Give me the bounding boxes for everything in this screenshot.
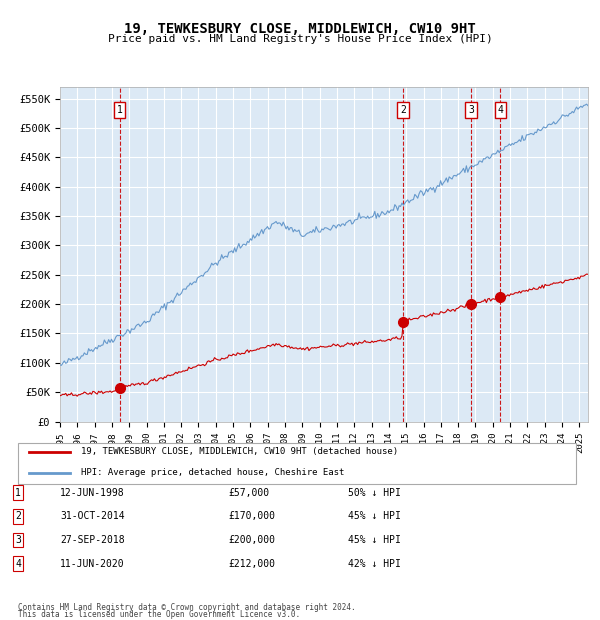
Text: £200,000: £200,000 bbox=[228, 535, 275, 545]
Text: 19, TEWKESBURY CLOSE, MIDDLEWICH, CW10 9HT: 19, TEWKESBURY CLOSE, MIDDLEWICH, CW10 9… bbox=[124, 22, 476, 36]
Text: 27-SEP-2018: 27-SEP-2018 bbox=[60, 535, 125, 545]
Text: £57,000: £57,000 bbox=[228, 488, 269, 498]
FancyBboxPatch shape bbox=[18, 443, 577, 484]
Text: 4: 4 bbox=[497, 105, 503, 115]
Text: 12-JUN-1998: 12-JUN-1998 bbox=[60, 488, 125, 498]
Text: 1: 1 bbox=[116, 105, 122, 115]
Text: HPI: Average price, detached house, Cheshire East: HPI: Average price, detached house, Ches… bbox=[81, 468, 344, 477]
Text: 42% ↓ HPI: 42% ↓ HPI bbox=[348, 559, 401, 569]
Text: £212,000: £212,000 bbox=[228, 559, 275, 569]
Text: This data is licensed under the Open Government Licence v3.0.: This data is licensed under the Open Gov… bbox=[18, 609, 300, 619]
Text: Contains HM Land Registry data © Crown copyright and database right 2024.: Contains HM Land Registry data © Crown c… bbox=[18, 603, 356, 612]
Text: Price paid vs. HM Land Registry's House Price Index (HPI): Price paid vs. HM Land Registry's House … bbox=[107, 34, 493, 44]
Text: 3: 3 bbox=[468, 105, 474, 115]
Text: £170,000: £170,000 bbox=[228, 512, 275, 521]
Text: 3: 3 bbox=[15, 535, 21, 545]
Text: 31-OCT-2014: 31-OCT-2014 bbox=[60, 512, 125, 521]
Text: 11-JUN-2020: 11-JUN-2020 bbox=[60, 559, 125, 569]
Text: 4: 4 bbox=[15, 559, 21, 569]
Text: 2: 2 bbox=[15, 512, 21, 521]
Text: 2: 2 bbox=[400, 105, 406, 115]
Text: 50% ↓ HPI: 50% ↓ HPI bbox=[348, 488, 401, 498]
Text: 45% ↓ HPI: 45% ↓ HPI bbox=[348, 535, 401, 545]
Text: 1: 1 bbox=[15, 488, 21, 498]
Text: 45% ↓ HPI: 45% ↓ HPI bbox=[348, 512, 401, 521]
Text: 19, TEWKESBURY CLOSE, MIDDLEWICH, CW10 9HT (detached house): 19, TEWKESBURY CLOSE, MIDDLEWICH, CW10 9… bbox=[81, 447, 398, 456]
